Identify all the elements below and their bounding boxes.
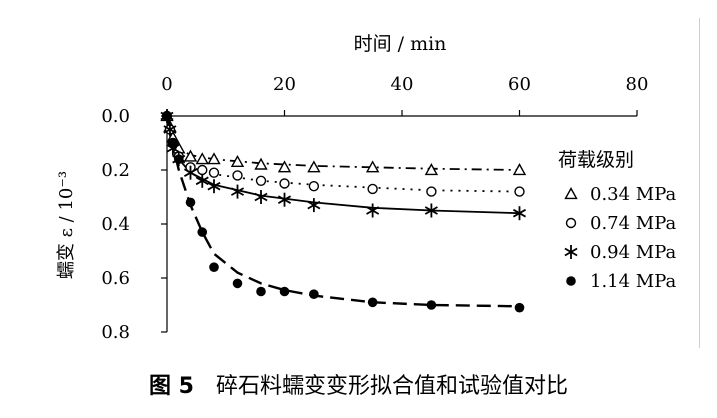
data-point <box>279 178 290 189</box>
page-edge-line <box>699 18 700 348</box>
creep-chart: 时间 / min 蠕变 ε / 10⁻³ 0 20 40 60 800.00.20.40… <box>56 33 677 343</box>
x-tick-label: 40 <box>391 74 414 95</box>
legend-entry-label: 0.94 MPa <box>590 242 677 263</box>
data-point <box>207 179 221 194</box>
data-point <box>168 138 178 148</box>
data-point <box>195 173 209 188</box>
fit-curve <box>166 115 520 171</box>
y-tick-label: 0.0 <box>101 106 130 127</box>
data-point <box>183 165 198 180</box>
fit-curves <box>165 115 520 308</box>
legend-marker <box>564 187 578 200</box>
figure-caption-text: 碎石料蠕变变形拟合值和试验值对比 <box>215 374 568 399</box>
data-points <box>160 109 527 313</box>
data-point <box>424 203 438 218</box>
figure-caption: 图 5 碎石料蠕变变形拟合值和试验值对比 <box>0 368 717 400</box>
legend-title: 荷载级别 <box>558 149 634 171</box>
x-tick-label: 20 <box>273 74 296 95</box>
data-point <box>366 203 380 218</box>
x-tick-label: 0 <box>161 74 172 95</box>
fit-curve <box>166 115 520 215</box>
data-point <box>197 164 208 176</box>
data-point <box>308 180 320 192</box>
data-point <box>512 206 527 221</box>
data-point <box>230 184 245 199</box>
y-tick-label: 0.2 <box>101 160 130 181</box>
legend-entry-label: 1.14 MPa <box>590 271 677 292</box>
data-point <box>197 227 208 237</box>
data-point <box>367 183 378 195</box>
y-tick-label: 0.6 <box>101 268 130 289</box>
y-tick-label: 0.4 <box>101 214 130 235</box>
data-point <box>367 297 378 308</box>
data-point <box>256 286 266 297</box>
x-tick-label: 80 <box>626 74 649 95</box>
data-point <box>209 262 219 273</box>
y-axis-title: 蠕变 ε / 10⁻³ <box>56 171 77 279</box>
data-point <box>254 157 268 170</box>
data-point <box>195 152 209 165</box>
data-point <box>514 302 525 313</box>
y-tick-label: 0.8 <box>101 322 130 343</box>
data-point <box>512 163 527 176</box>
data-point <box>183 149 198 162</box>
data-point <box>163 122 177 137</box>
data-point <box>162 111 172 121</box>
data-point <box>255 175 267 187</box>
data-point <box>424 163 439 176</box>
data-point <box>232 278 243 289</box>
x-tick-label: 60 <box>508 74 531 95</box>
legend-marker <box>565 217 577 229</box>
data-point <box>232 170 243 181</box>
data-point <box>365 160 380 173</box>
fit-curve <box>166 115 520 193</box>
data-point <box>426 300 437 310</box>
data-point <box>307 198 321 213</box>
legend-entry-label: 0.34 MPa <box>590 184 677 205</box>
data-point <box>230 154 245 168</box>
legend-marker <box>564 245 578 259</box>
data-point <box>185 197 196 208</box>
svg-text:蠕变 ε / 10⁻³: 蠕变 ε / 10⁻³ <box>56 171 77 279</box>
plot-axes: 0 20 40 60 80 0.0 0.2 0.4 0.6 0.8 <box>101 74 648 343</box>
legend: 荷载级别 0.34 MPa 0.74 MPa 0.94 MPa 1.14 MPa <box>558 149 677 292</box>
legend-marker <box>566 276 576 286</box>
data-point <box>309 289 319 300</box>
data-point <box>514 186 525 197</box>
x-axis-title: 时间 / min <box>354 33 447 55</box>
data-point <box>277 160 292 173</box>
data-point <box>426 186 437 197</box>
data-point <box>173 154 184 164</box>
legend-entry-label: 0.74 MPa <box>590 213 677 234</box>
figure-number: 图 5 <box>149 374 194 399</box>
data-point <box>208 167 220 178</box>
data-point <box>277 192 292 207</box>
data-point <box>279 286 290 297</box>
data-point <box>207 152 221 165</box>
data-point <box>254 190 268 204</box>
data-point <box>307 160 321 173</box>
